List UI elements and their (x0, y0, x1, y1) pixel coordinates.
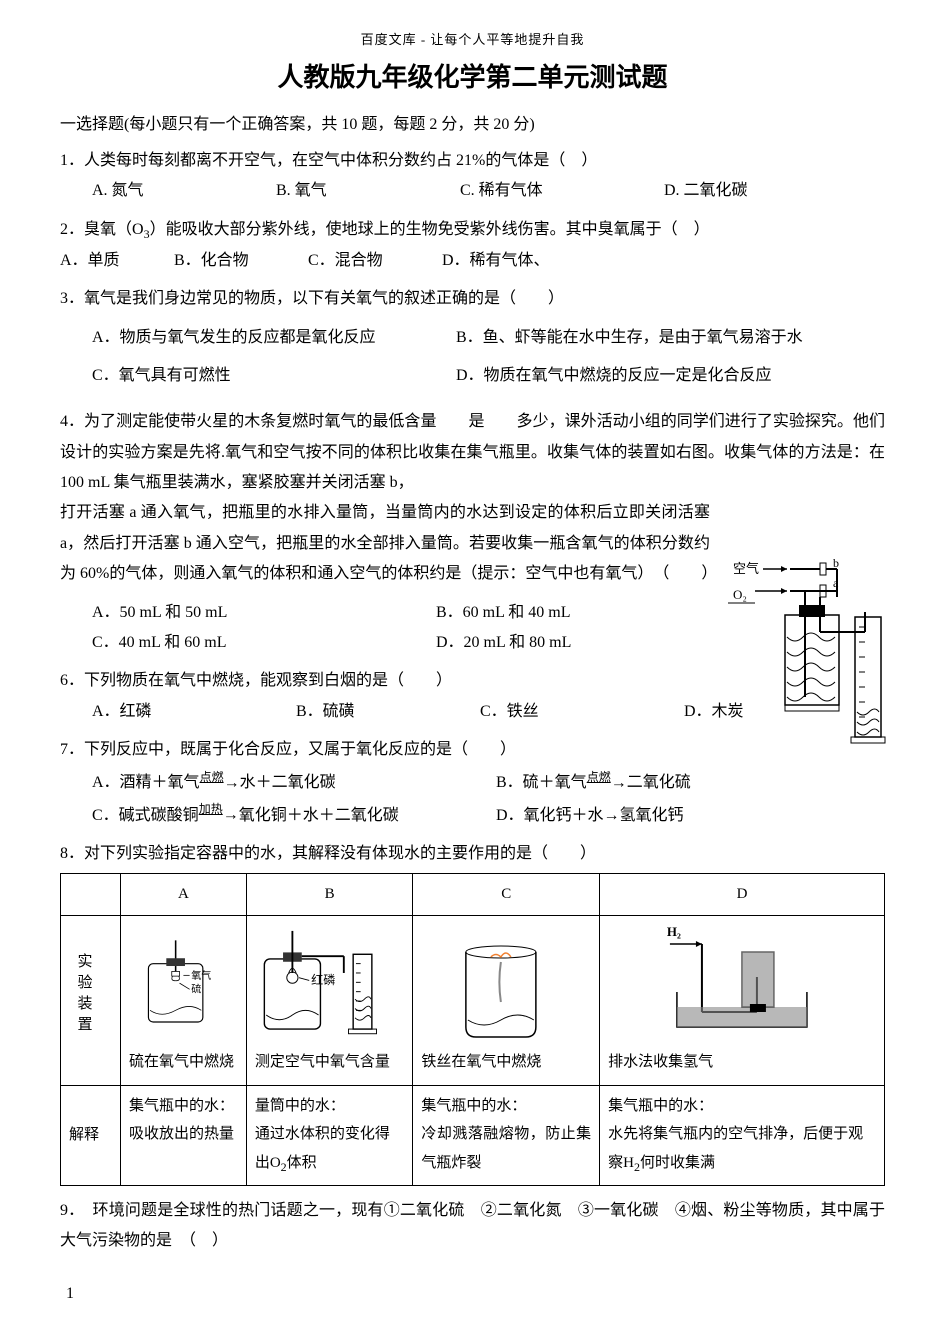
q8-col-d: D (600, 874, 885, 916)
q1-opt-a: A. 氮气 (92, 176, 272, 206)
q8-row2-label: 解释 (61, 1085, 121, 1185)
q8-exp-d: 集气瓶中的水： 水先将集气瓶内的空气排净，后便于观察H2何时收集满 (600, 1085, 885, 1185)
question-8: 8．对下列实验指定容器中的水，其解释没有体现水的主要作用的是（ ） A B C … (60, 839, 885, 1186)
q3-opt-b: B．鱼、虾等能在水中生存，是由于氧气易溶于水 (456, 323, 803, 353)
svg-text:硫: 硫 (191, 982, 201, 995)
svg-text:氧气: 氧气 (191, 969, 211, 982)
q1-opt-d: D. 二氧化碳 (664, 176, 748, 206)
label-air: 空气 (733, 561, 759, 576)
q8-col-b: B (246, 874, 413, 916)
q8-exp-c: 集气瓶中的水： 冷却溅落融熔物，防止集气瓶炸裂 (413, 1085, 600, 1185)
q8-caption-d: 排水法收集氢气 (608, 1052, 876, 1073)
q8-caption-a: 硫在氧气中燃烧 (129, 1052, 238, 1073)
q7-opt-c: C．碱式碳酸铜加热→氧化铜＋水＋二氧化碳 (92, 798, 492, 831)
q6-opt-b: B．硫磺 (296, 697, 476, 727)
page-number: 1 (66, 1281, 885, 1307)
q2-stem-pre: 2．臭氧（O (60, 221, 144, 238)
question-3: 3．氧气是我们身边常见的物质，以下有关氧气的叙述正确的是（ ） A．物质与氧气发… (60, 284, 885, 391)
q7-opt-b: B．硫＋氧气点燃→二氧化硫 (496, 766, 691, 799)
q8-caption-c: 铁丝在氧气中燃烧 (421, 1052, 591, 1073)
q9-stem: 9． 环境问题是全球性的热门话题之一，现有①二氧化硫 ②二氧化氮 ③一氧化碳 ④… (60, 1196, 885, 1257)
q2-opt-d: D．稀有气体、 (442, 252, 550, 269)
q1-stem: 1．人类每时每刻都离不开空气，在空气中体积分数约占 21%的气体是（ ） (60, 146, 885, 176)
q3-opt-c: C．氧气具有可燃性 (92, 361, 452, 391)
q8-caption-b: 测定空气中氧气含量 (255, 1052, 405, 1073)
q3-opts-row2: C．氧气具有可燃性 D．物质在氧气中燃烧的反应一定是化合反应 (92, 361, 885, 391)
page-title: 人教版九年级化学第二单元测试题 (60, 57, 885, 99)
q8-device-d: H₂ 排水法收集氢气 (600, 915, 885, 1085)
q8-device-c: 铁丝在氧气中燃烧 (413, 915, 600, 1085)
q2-opt-a: A．单质 (60, 246, 170, 276)
q4-p1: 4．为了测定能使带火星的木条复燃时氧气的最低含量 是 多少，课外活动小组的同学们… (60, 407, 885, 498)
header-note: 百度文库 - 让每个人平等地提升自我 (60, 30, 885, 51)
q1-opt-b: B. 氧气 (276, 176, 456, 206)
question-9: 9． 环境问题是全球性的热门话题之一，现有①二氧化硫 ②二氧化氮 ③一氧化碳 ④… (60, 1196, 885, 1257)
q8-col-c: C (413, 874, 600, 916)
q8-device-a: 氧气 硫 硫在氧气中燃烧 (121, 915, 247, 1085)
q8-exp-a: 集气瓶中的水： 吸收放出的热量 (121, 1085, 247, 1185)
q6-opt-a: A．红磷 (92, 697, 292, 727)
label-o2: O₂ (733, 587, 747, 602)
section-intro: 一选择题(每小题只有一个正确答案，共 10 题，每题 2 分，共 20 分) (60, 112, 885, 138)
q3-stem: 3．氧气是我们身边常见的物质，以下有关氧气的叙述正确的是（ ） (60, 284, 885, 314)
q8-stem: 8．对下列实验指定容器中的水，其解释没有体现水的主要作用的是（ ） (60, 839, 885, 869)
q2-opt-c: C．混合物 (308, 246, 438, 276)
q4-opt-b: B．60 mL 和 40 mL (436, 598, 571, 628)
svg-text:H₂: H₂ (667, 924, 681, 939)
svg-text:红磷: 红磷 (311, 972, 335, 987)
q4-p2: 打开活塞 a 通入氧气，把瓶里的水排入量筒，当量筒内的水达到设定的体积后立即关闭… (60, 498, 710, 589)
q8-col-a: A (121, 874, 247, 916)
q6-opt-c: C．铁丝 (480, 697, 680, 727)
q1-opt-c: C. 稀有气体 (460, 176, 660, 206)
question-4: 4．为了测定能使带火星的木条复燃时氧气的最低含量 是 多少，课外活动小组的同学们… (60, 407, 885, 658)
q8-exp-b: 量筒中的水： 通过水体积的变化得出O2体积 (246, 1085, 413, 1185)
q4-opt-a: A．50 mL 和 50 mL (92, 598, 432, 628)
q8-device-b: 红磷 测定空气中氧气含量 (246, 915, 413, 1085)
q3-opt-d: D．物质在氧气中燃烧的反应一定是化合反应 (456, 361, 772, 391)
q8-table: A B C D 实验装置 氧气 硫 硫在氧气中燃烧 (60, 873, 885, 1185)
q1-options: A. 氮气 B. 氧气 C. 稀有气体 D. 二氧化碳 (92, 176, 885, 206)
q7-opt-a: A．酒精＋氧气点燃→水＋二氧化碳 (92, 766, 492, 799)
q7-opt-d: D．氧化钙＋水→氢氧化钙 (496, 801, 684, 831)
q4-figure: 空气 b O₂ a (725, 557, 895, 777)
q3-opts-row1: A．物质与氧气发生的反应都是氧化反应 B．鱼、虾等能在水中生存，是由于氧气易溶于… (92, 323, 885, 353)
q2-opt-b: B．化合物 (174, 246, 304, 276)
q8-row1-label: 实验装置 (61, 915, 121, 1085)
q2-stem-post: ）能吸收大部分紫外线，使地球上的生物免受紫外线伤害。其中臭氧属于（ ） (150, 221, 710, 238)
q3-opt-a: A．物质与氧气发生的反应都是氧化反应 (92, 323, 452, 353)
question-2: 2．臭氧（O3）能吸收大部分紫外线，使地球上的生物免受紫外线伤害。其中臭氧属于（… (60, 215, 885, 276)
q4-opt-c: C．40 mL 和 60 mL (92, 628, 432, 658)
question-1: 1．人类每时每刻都离不开空气，在空气中体积分数约占 21%的气体是（ ） A. … (60, 146, 885, 207)
q4-opt-d: D．20 mL 和 80 mL (436, 628, 571, 658)
